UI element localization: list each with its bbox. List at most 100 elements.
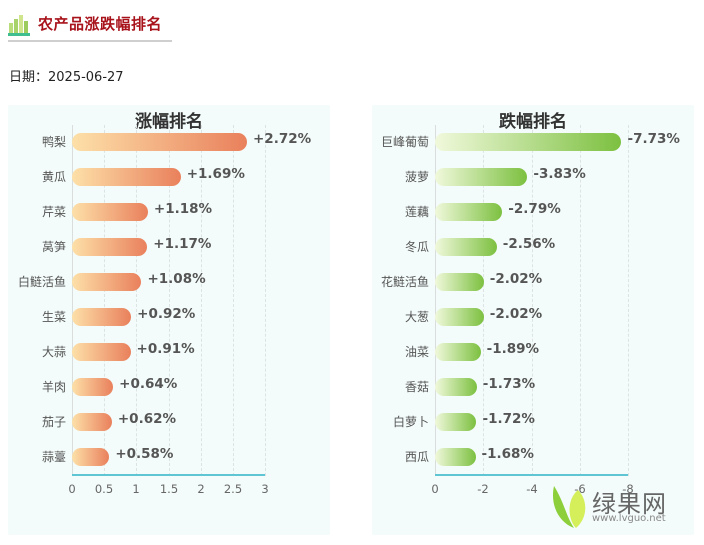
x-axis-tick: -6 [574,482,586,496]
value-label: +0.64% [119,376,178,392]
bar-row: 羊肉 +0.64% [42,370,265,405]
data-bar[interactable] [435,203,503,221]
grid-line [265,125,266,476]
rise-chart-title: 涨幅排名 [135,112,203,132]
value-label: +1.17% [153,236,212,252]
bar-row: 西瓜 -1.68% [405,440,628,475]
data-bar[interactable] [435,168,528,186]
brand-name: 绿果网 [592,490,667,518]
bar-row: 香菇 -1.73% [405,370,628,405]
bar-row: 鸭梨 +2.72% [42,125,311,160]
category-label: 大葱 [404,310,429,324]
grid-line [136,125,137,476]
bar-row: 莲藕 -2.79% [405,195,628,230]
data-bar[interactable] [72,413,112,431]
rise-ranking-panel: 涨幅排名 0 0.5 1 1.5 2 2.5 3 鸭梨 +2.72% 黄瓜 +1.69% 芹菜 +1.1… [8,105,330,535]
grid-line [169,125,170,476]
category-label: 生菜 [41,310,66,324]
x-axis-tick: -2 [477,482,489,496]
bar-row: 大葱 -2.02% [405,300,628,335]
grid-line [580,125,581,476]
data-bar[interactable] [72,203,148,221]
value-label: -3.83% [533,166,586,182]
value-label: +2.72% [252,131,312,147]
value-label: +0.92% [137,306,196,322]
data-bar[interactable] [72,308,132,326]
value-label: -1.73% [482,376,536,392]
value-label: +0.91% [136,341,195,357]
value-label: -1.72% [482,411,535,427]
bar-row: 莴笋 +1.17% [42,230,265,265]
data-bar[interactable] [435,133,622,151]
page-header: 农产品涨跌幅排名 [8,10,172,42]
bar-row: 冬瓜 -2.56% [405,230,628,265]
bar-row: 巨峰葡萄 -7.73% [381,125,680,160]
category-label: 香菇 [404,380,429,394]
value-label: -2.79% [508,201,561,217]
bar-row: 大蒜 +0.91% [42,335,265,370]
category-label: 黄瓜 [41,170,66,184]
category-label: 白萝卜 [392,415,429,429]
category-label: 鸭梨 [41,135,66,149]
data-bar[interactable] [72,133,247,151]
category-label: 莴笋 [41,240,66,254]
value-label: -2.02% [489,306,543,322]
grid-line [233,125,234,476]
data-bar[interactable] [435,343,481,361]
category-label: 菠萝 [404,170,429,184]
x-axis-line [72,474,265,476]
page-title: 农产品涨跌幅排名 [38,15,163,33]
data-bar[interactable] [435,273,484,291]
x-axis-tick: 0 [431,482,439,496]
x-axis-tick: 1 [132,482,140,496]
grid-line [532,125,533,476]
category-label: 羊肉 [41,380,66,394]
data-bar[interactable] [435,378,477,396]
category-label: 油菜 [404,345,429,359]
brand-watermark: 绿果网 www.lvguo.net [548,482,698,532]
bar-row: 油菜 -1.89% [405,335,628,370]
value-label: -7.73% [627,131,680,147]
bar-row: 花鲢活鱼 -2.02% [381,265,628,300]
data-bar[interactable] [72,273,142,291]
x-axis-tick: 0.5 [94,482,114,496]
data-bar[interactable] [72,238,148,256]
value-label: -1.68% [481,446,534,462]
data-bar[interactable] [72,343,131,361]
value-label: -2.02% [489,271,543,287]
category-label: 芹菜 [41,205,66,219]
bar-row: 蒜薹 +0.58% [42,440,265,475]
data-bar[interactable] [435,308,484,326]
fall-chart-title: 跌幅排名 [499,112,567,132]
category-label: 花鲢活鱼 [380,275,429,289]
data-bar[interactable] [72,168,181,186]
bar-row: 白鲢活鱼 +1.08% [18,265,265,300]
bar-row: 茄子 +0.62% [42,405,265,440]
grid-line [104,125,105,476]
bar-row: 芹菜 +1.18% [42,195,265,230]
value-label: +0.58% [115,446,174,462]
category-label: 西瓜 [404,450,429,464]
data-bar[interactable] [435,413,477,431]
date-label: 日期：2025-06-27 [9,70,124,85]
x-axis-line [435,474,628,476]
data-bar[interactable] [72,378,114,396]
data-bar[interactable] [435,238,497,256]
x-axis-tick: -4 [526,482,538,496]
bar-chart-icon [8,15,30,36]
category-label: 冬瓜 [404,240,429,254]
category-label: 蒜薹 [41,450,66,464]
category-label: 白鲢活鱼 [17,275,66,289]
y-axis-line [72,125,73,476]
bar-row: 白萝卜 -1.72% [393,405,628,440]
y-axis-line [435,125,436,476]
category-label: 大蒜 [41,345,66,359]
data-bar[interactable] [435,448,476,466]
fall-ranking-panel: 跌幅排名 0 -2 -4 -6 -8 巨峰葡萄 -7.73% 菠萝 -3.83% 莲藕 -2.79%… [372,105,694,535]
category-label: 莲藕 [404,205,429,219]
value-label: +0.62% [117,411,177,427]
rise-chart-plot: 0 0.5 1 1.5 2 2.5 3 鸭梨 +2.72% 黄瓜 +1.69% 芹菜 +1.18% 莴笋 +… [18,125,311,496]
bar-row: 黄瓜 +1.69% [42,160,265,195]
data-bar[interactable] [72,448,110,466]
x-axis-tick: 0 [68,482,76,496]
